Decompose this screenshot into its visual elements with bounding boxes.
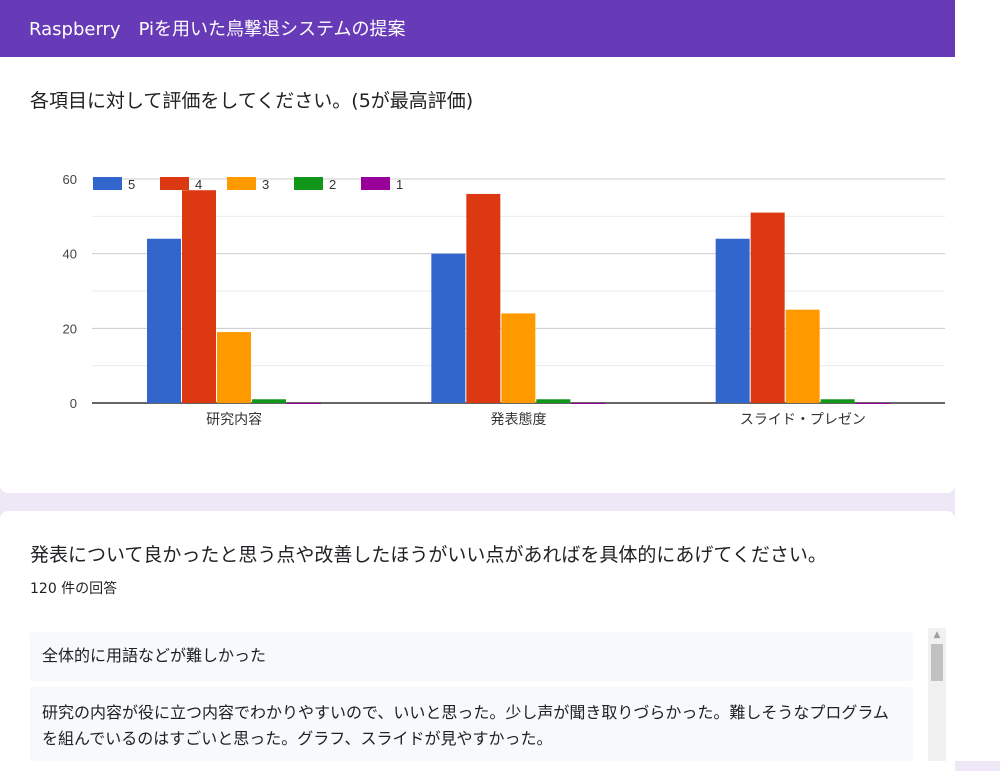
legend-label: 3 [262,177,269,192]
chart-bar [536,399,571,403]
y-tick-label: 40 [63,247,77,262]
legend-swatch [361,177,390,190]
chart-bar [287,403,321,404]
y-tick-label: 0 [70,396,77,411]
chart-x-axis: 研究内容 発表態度 スライド・プレゼン [206,411,866,428]
response-text: 研究の内容が役に立つ内容でわかりやすいので、いいと思った。少し声が聞き取りづらか… [42,703,889,748]
legend-swatch [93,177,122,190]
scrollbar-thumb[interactable] [931,644,943,681]
chart-bar [217,332,251,403]
chart-legend: 5 4 3 2 1 [93,177,403,192]
triangle-up-icon[interactable]: ▲ [933,630,941,640]
chart-bar [431,253,466,403]
response-item: 研究の内容が役に立つ内容でわかりやすいので、いいと思った。少し声が聞き取りづらか… [30,687,913,761]
legend-label: 5 [128,177,135,192]
response-item: 全体的に用語などが難しかった [30,632,913,681]
legend-label: 4 [195,177,202,192]
legend-swatch [160,177,189,190]
x-tick-label: スライド・プレゼン [740,412,866,428]
chart-bar [252,399,286,403]
chart-bars [147,190,890,404]
responses-scrollbar[interactable]: ▲ [928,628,946,761]
chart-bar [501,313,536,403]
chart-bar [750,212,785,403]
legend-label: 2 [329,177,336,192]
form-title: Raspberry Piを用いた鳥撃退システムの提案 [29,19,406,40]
response-count: 120 件の回答 [30,581,118,597]
y-tick-label: 60 [63,172,77,187]
chart-bar [855,403,890,404]
legend-swatch [227,177,256,190]
chart-bar [147,238,181,403]
legend-swatch [294,177,323,190]
question-title-feedback: 発表について良かったと思う点や改善したほうがいい点があればを具体的にあげてくださ… [30,544,827,566]
chart-bar [820,399,855,403]
chart-bar [571,403,606,404]
x-tick-label: 研究内容 [206,411,262,428]
page-right-margin [955,0,1000,761]
legend-label: 1 [396,177,403,192]
chart-bar [785,309,820,403]
chart-bar [715,238,750,403]
x-tick-label: 発表態度 [491,412,547,428]
y-tick-label: 20 [63,321,77,336]
chart-bar [466,193,501,403]
chart-bar [182,190,216,403]
chart-y-axis: 0 20 40 60 [63,172,77,411]
question-title-rating: 各項目に対して評価をしてください。(5が最高評価) [30,90,474,112]
response-text: 全体的に用語などが難しかった [42,646,267,665]
form-header-bar: Raspberry Piを用いた鳥撃退システムの提案 [0,0,955,57]
